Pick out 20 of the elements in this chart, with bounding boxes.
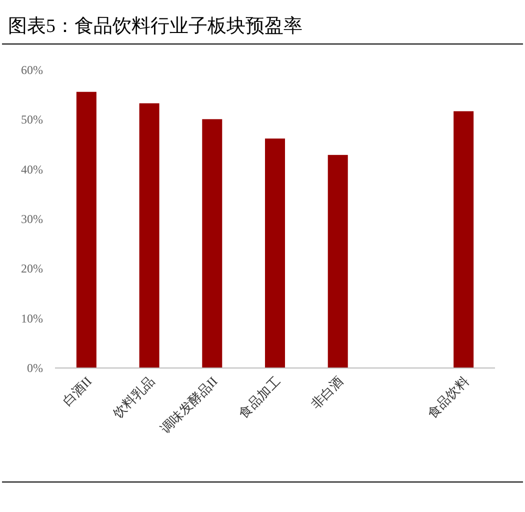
x-tick-label: 食品加工 <box>236 374 284 421</box>
x-tick-label: 食品饮料 <box>424 374 472 421</box>
y-tick-label: 20% <box>21 262 43 276</box>
bar <box>139 103 160 368</box>
y-tick-label: 60% <box>21 63 43 77</box>
bar <box>76 92 96 368</box>
x-tick-label: 饮料乳品 <box>109 374 158 422</box>
bar <box>265 138 285 368</box>
bar <box>328 154 348 368</box>
bar <box>454 111 474 368</box>
y-tick-label: 10% <box>21 311 43 326</box>
x-tick-label: 白酒II <box>59 374 95 409</box>
y-tick-label: 0% <box>27 361 43 375</box>
chart-title: 图表5：食品饮料行业子板块预盈率 <box>8 15 302 37</box>
y-tick-label: 50% <box>21 112 43 127</box>
y-tick-label: 30% <box>21 212 43 226</box>
x-tick-label: 调味发酵品II <box>158 374 220 436</box>
y-tick-label: 40% <box>21 162 43 176</box>
x-tick-label: 非白酒 <box>308 374 346 412</box>
bar <box>202 119 222 368</box>
